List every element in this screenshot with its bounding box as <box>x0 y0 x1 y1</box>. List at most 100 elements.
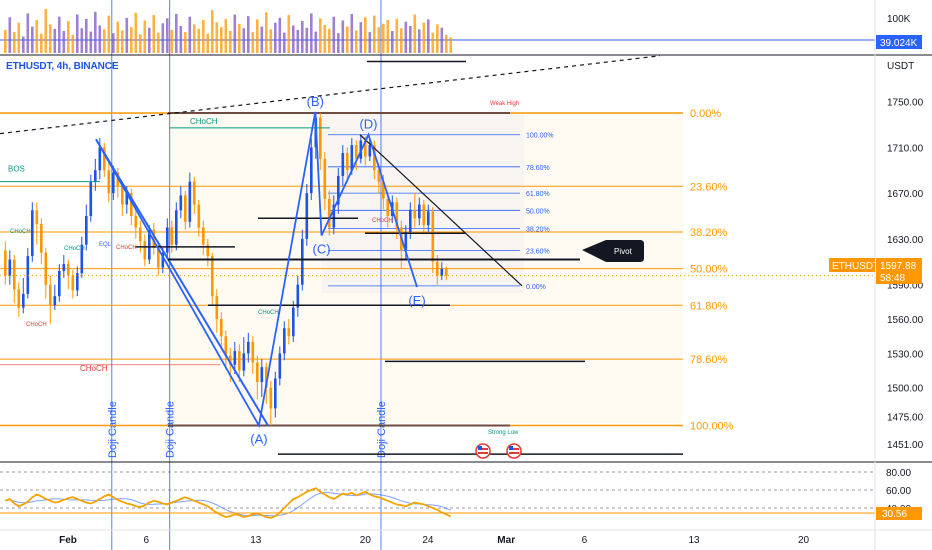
candle-body <box>184 195 187 222</box>
volume-bar <box>211 10 214 54</box>
candle-body <box>278 353 282 379</box>
candle-body <box>202 227 205 245</box>
candle-body <box>274 378 277 409</box>
pivot-callout[interactable] <box>582 240 644 262</box>
candle-body <box>107 170 111 194</box>
y-tick-label: 1710.00 <box>887 143 924 154</box>
volume-bar <box>265 12 268 54</box>
volume-bar <box>184 32 187 53</box>
x-tick-label: 6 <box>582 535 588 546</box>
volume-bar <box>251 32 255 53</box>
candle-body <box>413 210 417 219</box>
wave-point-label: (C) <box>313 241 331 256</box>
volume-bar <box>247 16 250 53</box>
x-tick-label: 13 <box>250 535 262 546</box>
candle-body <box>319 117 322 159</box>
us-event-flag-2[interactable] <box>506 443 522 459</box>
candle-body <box>197 204 201 228</box>
rsi-value: 30.56 <box>882 509 907 520</box>
candle-body <box>134 216 138 228</box>
candle-body <box>238 351 241 371</box>
candle-body <box>76 273 79 291</box>
candle-body <box>215 296 219 320</box>
volume-bar <box>134 12 138 54</box>
volume-bar <box>449 37 453 53</box>
candle-body <box>328 198 331 228</box>
candle-body <box>125 193 129 205</box>
volume-bar <box>148 27 151 53</box>
strong-low-label: Strong Low <box>488 430 519 436</box>
volume-bar <box>440 27 444 53</box>
candle-body <box>224 336 228 356</box>
volume-bar <box>418 29 421 53</box>
volume-bar <box>256 19 259 53</box>
volume-bar <box>58 16 61 53</box>
candle-body <box>49 284 52 306</box>
symbol-tag[interactable] <box>829 258 875 272</box>
candle-body <box>179 195 183 211</box>
choch-label: CHoCH <box>190 117 218 126</box>
volume-bar <box>242 28 246 53</box>
volume-bar <box>445 34 448 53</box>
candle-body <box>431 211 435 262</box>
choch-label: CHoCH <box>372 218 393 224</box>
volume-bar <box>8 17 12 53</box>
candle-body <box>8 259 12 276</box>
volume-bar <box>4 29 7 53</box>
volume-bar <box>112 33 115 53</box>
volume-bar <box>364 17 367 53</box>
choch-label: CHoCH <box>258 310 279 316</box>
symbol-title: ETHUSDT, 4h, BINANCE <box>6 61 119 72</box>
candle-body <box>256 362 259 383</box>
dashed-trendline[interactable] <box>0 55 661 135</box>
candle-body <box>337 175 340 205</box>
volume-bar <box>31 26 34 53</box>
candle-body <box>368 145 372 157</box>
volume-bar <box>260 26 264 53</box>
candle-body <box>40 224 43 253</box>
volume-bar <box>71 34 75 53</box>
volume-bar <box>269 29 273 53</box>
bos-label: BOS <box>8 165 25 174</box>
volume-bar <box>22 36 25 53</box>
wave-point-label: (B) <box>307 94 324 109</box>
volume-bar <box>85 18 88 53</box>
volume-bar <box>76 14 79 53</box>
candle-body <box>17 289 21 308</box>
volume-bar <box>377 27 381 53</box>
price-tag-countdown: 58:48 <box>880 273 905 284</box>
volume-bar <box>319 18 322 54</box>
volume-bar <box>13 32 16 53</box>
candle-body <box>436 261 439 276</box>
rsi-level-label: 80.00 <box>886 468 911 479</box>
candle-body <box>166 227 169 253</box>
y-tick-label: 1560.00 <box>887 315 924 326</box>
weak-high-label: Weak High <box>490 101 519 107</box>
rsi-value-tag <box>876 507 922 520</box>
doji-candle-label: Doji Candle <box>107 401 119 458</box>
candle-body <box>152 229 156 249</box>
descending-trendline[interactable] <box>359 134 523 287</box>
volume-bar <box>373 15 376 54</box>
y-tick-label: 1750.00 <box>887 98 924 109</box>
candle-body <box>103 147 106 171</box>
price-tag <box>876 258 922 284</box>
candle-body <box>301 238 304 285</box>
grid-layer: Doji Candle Doji Candle Doji Candle <box>0 0 875 550</box>
y-tick-label: 1670.00 <box>887 189 924 200</box>
candle-body <box>233 351 237 365</box>
us-event-flag-1[interactable] <box>475 443 491 459</box>
volume-bar <box>206 33 210 53</box>
fib-level-label: 61.80% <box>690 300 728 312</box>
choch-label: CHoCH <box>10 229 31 235</box>
volume-bar <box>323 24 327 53</box>
candle-body <box>305 193 309 239</box>
candle-body <box>130 193 133 217</box>
volume-bar <box>391 31 394 53</box>
volume-bar <box>107 15 111 54</box>
volume-bar <box>103 29 106 53</box>
volume-bar <box>170 29 174 53</box>
volume-bar <box>67 21 70 53</box>
volume-bar <box>166 18 169 54</box>
